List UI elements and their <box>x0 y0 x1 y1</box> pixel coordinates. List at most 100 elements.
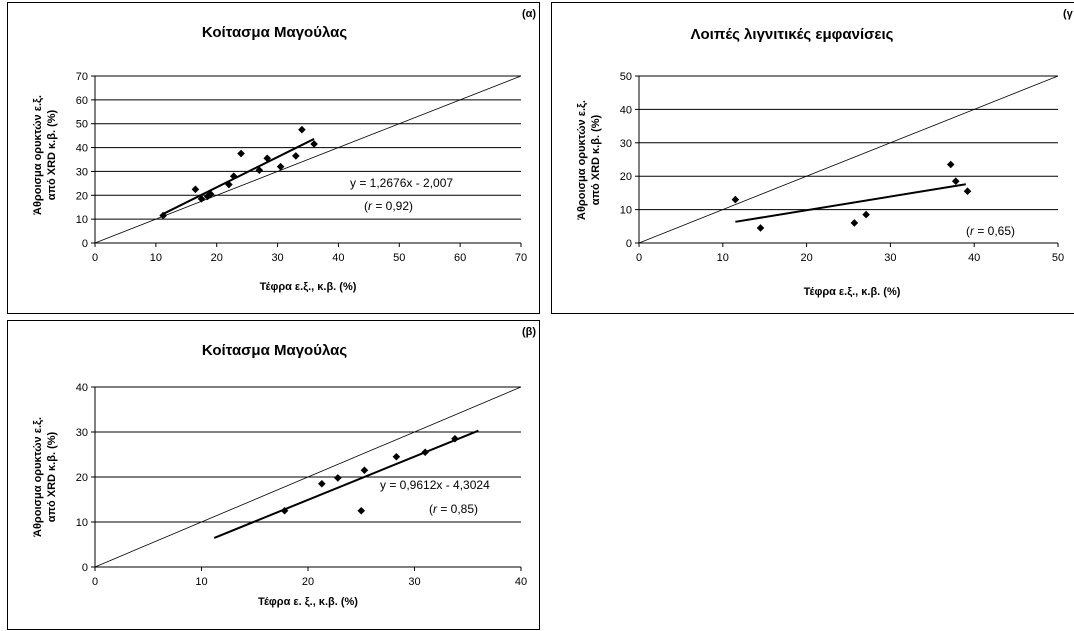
chart-a-xtick-label-6: 60 <box>454 252 466 264</box>
chart-g-panel-tag: (γ <box>1063 8 1073 20</box>
chart-b-xtick-label-2: 20 <box>302 576 314 588</box>
chart-b-title: Κοίτασμα Μαγούλας <box>201 342 348 359</box>
chart-a-r-symbol: r <box>368 199 372 213</box>
chart-a-ytick-label-0: 0 <box>82 238 88 250</box>
chart-b-ytick-label-1: 10 <box>76 517 88 529</box>
chart-g-ytick-label-5: 50 <box>620 71 632 83</box>
chart-b-xtick-label-3: 30 <box>408 576 420 588</box>
chart-g-point-3 <box>862 210 870 219</box>
chart-g-title: Λοιπές λιγνιτικές εμφανίσεις <box>690 26 894 43</box>
chart-a-xtick-label-2: 20 <box>211 252 223 264</box>
chart-g-xtick-label-5: 50 <box>1052 252 1064 264</box>
chart-b-trendline <box>213 429 479 539</box>
chart-g-xlabel: Τέφρα ε.ξ., κ.β. (%) <box>803 286 901 298</box>
chart-b-point-6 <box>421 448 429 457</box>
chart-a-ytick-label-7: 70 <box>76 71 88 83</box>
chart-b-equation: y = 0,9612x - 4,3024 <box>380 478 490 492</box>
chart-g-r-symbol: r <box>970 224 974 238</box>
chart-b-ytick-label-4: 40 <box>76 382 88 394</box>
chart-b-xlabel: Τέφρα ε. ξ., κ.β. (%) <box>258 596 358 608</box>
chart-panel-g: 0 10 20 30 40 50 0 10 20 30 40 50 Λοιπές λιγνιτικές… <box>551 2 1074 314</box>
chart-a-ylabel-line2: από XRD κ.β. (%) <box>46 109 58 201</box>
chart-a-ytick-label-1: 10 <box>76 214 88 226</box>
chart-a-point-7 <box>237 149 245 158</box>
chart-b-point-3 <box>357 506 366 515</box>
chart-a-panel-tag: (α) <box>522 8 537 20</box>
chart-a-ytick-label-4: 40 <box>76 143 88 155</box>
chart-a-point-13 <box>310 140 318 148</box>
chart-a-equation: y = 1,2676x - 2,007 <box>350 176 454 190</box>
chart-b-point-4 <box>360 466 369 475</box>
chart-b-ylabel-line2: από XRD κ.β. (%) <box>46 431 58 523</box>
chart-a-point-1 <box>191 185 200 194</box>
chart-g-ytick-label-2: 20 <box>620 171 632 183</box>
chart-a-trendline <box>162 138 315 215</box>
chart-a-point-2 <box>197 195 206 203</box>
chart-b-panel-tag: (β) <box>522 326 537 338</box>
chart-b-point-1 <box>318 479 326 488</box>
chart-a-xtick-label-5: 50 <box>393 252 405 264</box>
chart-g-identity-line <box>638 75 1059 244</box>
chart-b-ytick-label-2: 20 <box>76 472 88 484</box>
chart-a-point-11 <box>292 152 300 160</box>
chart-b-ytick-label-0: 0 <box>82 562 88 574</box>
chart-g-point-5 <box>951 177 960 186</box>
chart-g-ytick-label-0: 0 <box>626 238 632 250</box>
chart-a-point-3 <box>203 192 212 201</box>
chart-g-point-4 <box>946 160 955 169</box>
chart-a-r-text: = 0,92) <box>372 199 414 213</box>
chart-a-plot: 0 10 20 30 40 50 60 70 0 10 20 30 40 50 60 70 <box>76 71 527 264</box>
chart-g-ylabel: Άθροισμα ορυκτών ε.ξ. από XRD κ.β. (%) <box>575 80 603 240</box>
chart-b-ytick-label-3: 30 <box>76 427 88 439</box>
chart-b-point-5 <box>392 452 401 461</box>
chart-a-xtick-label-3: 30 <box>271 252 283 264</box>
chart-g-point-1 <box>756 224 765 232</box>
chart-g-ytick-label-4: 40 <box>620 104 632 116</box>
chart-a-xtick-label-0: 0 <box>92 252 98 264</box>
chart-a-point-5 <box>225 180 233 189</box>
chart-g-xtick-label-1: 10 <box>717 252 729 264</box>
chart-b-xtick-label-4: 40 <box>515 576 527 588</box>
chart-b-ylabel-line1: Άθροισμα ορυκτών ε.ξ. <box>32 417 44 537</box>
chart-a-ylabel-line1: Άθροισμα ορυκτών ε.ξ. <box>32 95 44 215</box>
chart-b-ylabel: Άθροισμα ορυκτών ε.ξ. από XRD κ.β. (%) <box>31 397 59 557</box>
chart-a-point-9 <box>263 154 272 163</box>
chart-a-point-6 <box>229 172 238 180</box>
chart-b-r-text: = 0,85) <box>437 502 479 516</box>
chart-a-point-12 <box>298 125 306 134</box>
chart-b-xtick-label-0: 0 <box>92 576 98 588</box>
chart-a-ytick-label-5: 50 <box>76 119 88 131</box>
chart-panel-b: 0 10 20 30 40 0 10 20 30 40 Κοίτασμα Μαγούλας (β)… <box>7 320 540 630</box>
chart-a-xlabel: Τέφρα ε.ξ., κ.β. (%) <box>259 281 357 293</box>
chart-a-ytick-label-3: 30 <box>76 166 88 178</box>
chart-b-identity-line <box>94 386 522 568</box>
chart-a-xtick-label-7: 70 <box>515 252 527 264</box>
chart-a-point-0 <box>159 211 167 220</box>
chart-a-r-value: (r = 0,92) <box>364 199 414 213</box>
chart-b-xtick-label-1: 10 <box>195 576 207 588</box>
chart-g-xtick-label-4: 40 <box>968 252 980 264</box>
chart-a-ytick-label-6: 60 <box>76 95 88 107</box>
chart-g-ytick-label-1: 10 <box>620 205 632 217</box>
chart-a-xtick-label-4: 40 <box>332 252 344 264</box>
chart-a-point-8 <box>255 166 264 175</box>
chart-panel-a: 0 10 20 30 40 50 60 70 0 10 20 30 40 50 60 70 Κοίτασμα … <box>7 2 540 314</box>
chart-a-point-4 <box>206 190 215 198</box>
chart-g-trendline <box>735 183 966 223</box>
chart-b-plot: 0 10 20 30 40 0 10 20 30 40 <box>76 382 527 588</box>
chart-a-point-10 <box>276 162 285 171</box>
chart-a-title: Κοίτασμα Μαγούλας <box>201 24 348 41</box>
chart-g-point-2 <box>850 219 859 227</box>
chart-a-ylabel: Άθροισμα ορυκτών ε.ξ. από XRD κ.β. (%) <box>31 75 59 235</box>
chart-g-ytick-label-3: 30 <box>620 138 632 150</box>
chart-a-identity-line <box>94 75 522 244</box>
chart-g-ylabel-line1: Άθροισμα ορυκτών ε.ξ. <box>576 100 588 220</box>
chart-g-ylabel-line2: από XRD κ.β. (%) <box>590 114 602 206</box>
chart-g-xtick-label-3: 30 <box>884 252 896 264</box>
chart-g-plot: 0 10 20 30 40 50 0 10 20 30 40 50 <box>620 71 1064 264</box>
chart-g-xtick-label-2: 20 <box>800 252 812 264</box>
chart-g-point-6 <box>963 187 972 196</box>
chart-g-r-text: = 0,65) <box>974 224 1016 238</box>
chart-b-point-7 <box>451 434 459 443</box>
chart-a-xtick-label-1: 10 <box>150 252 162 264</box>
